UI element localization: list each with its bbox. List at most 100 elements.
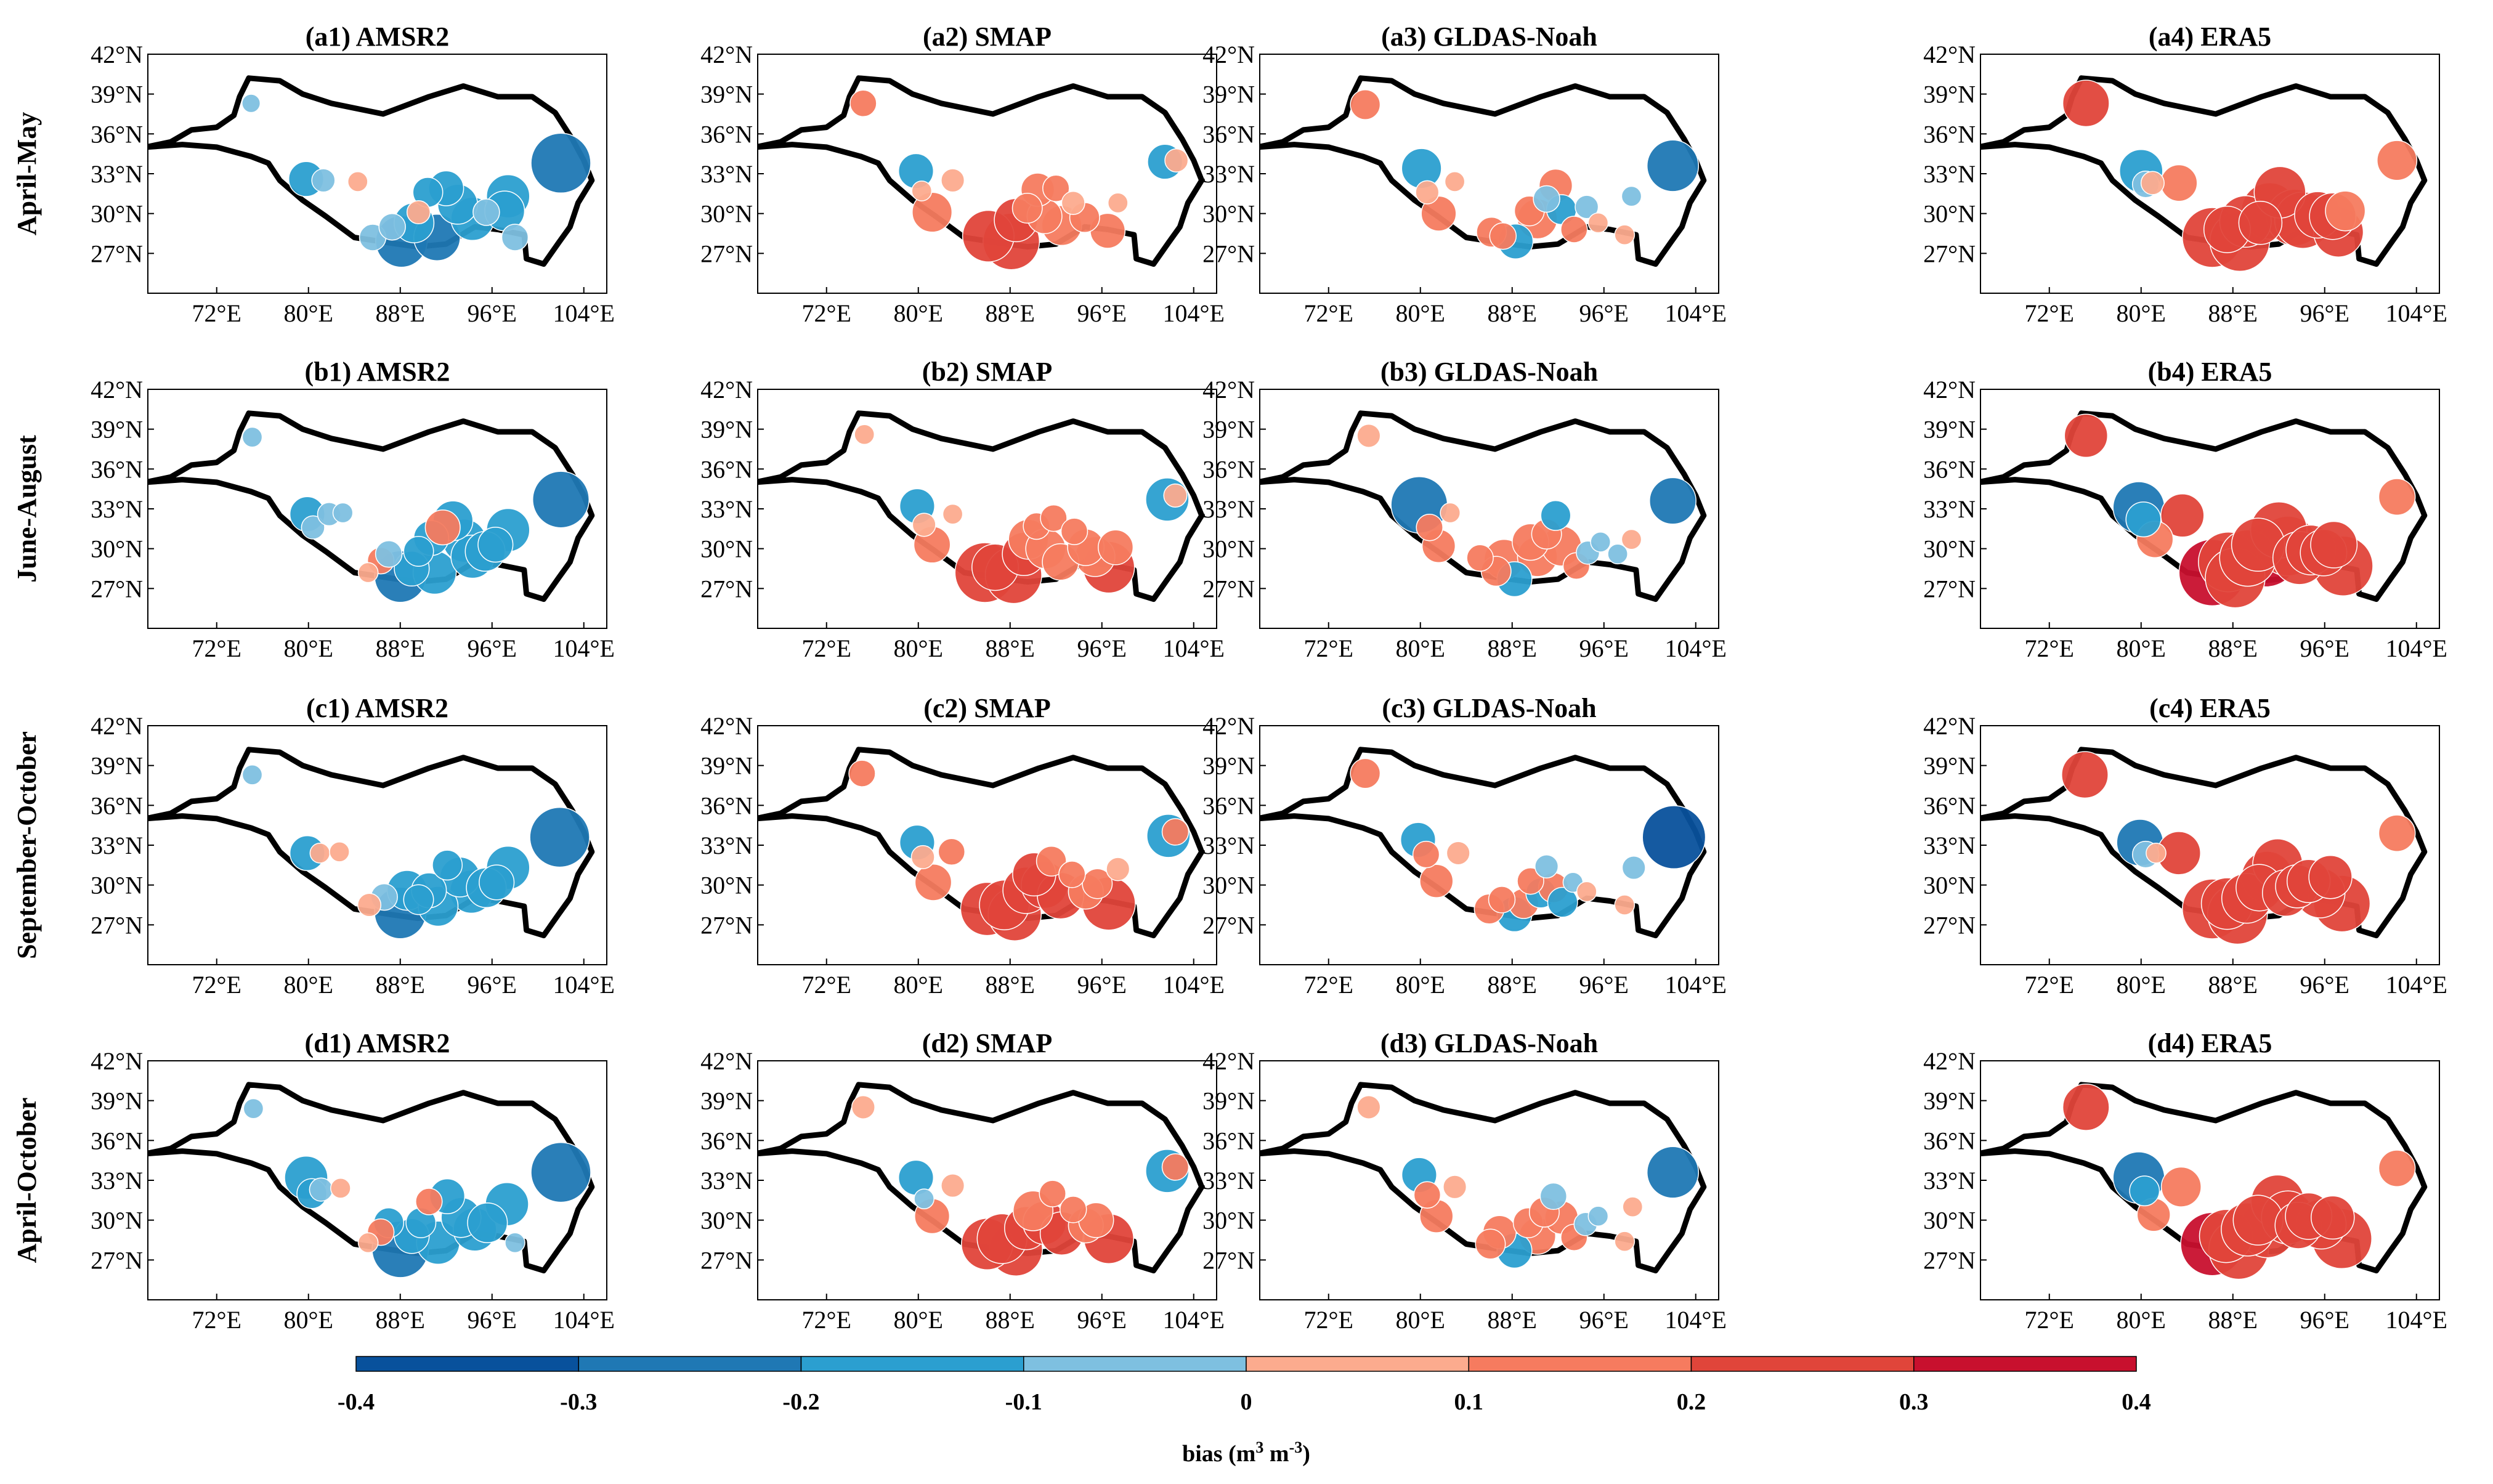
station-marker bbox=[472, 198, 500, 226]
station-marker bbox=[1475, 1228, 1506, 1260]
station-marker bbox=[1106, 857, 1130, 882]
lon-tick-label: 80°E bbox=[284, 971, 333, 999]
station-marker bbox=[1164, 148, 1189, 172]
lon-tick-label: 80°E bbox=[894, 299, 943, 327]
station-marker bbox=[2062, 79, 2110, 128]
panel-r0-c1: (a2) SMAP 42°N 39°N 36°N 33°N 30°N 27°N 72°E 80°… bbox=[700, 22, 1225, 327]
station-marker bbox=[1350, 89, 1381, 120]
lon-tick-label: 104°E bbox=[553, 971, 615, 999]
lat-tick-label: 30°N bbox=[700, 200, 753, 228]
lat-tick-label: 39°N bbox=[1923, 416, 1976, 444]
lon-tick-label: 104°E bbox=[553, 635, 615, 662]
lon-tick-label: 88°E bbox=[376, 299, 425, 327]
station-marker bbox=[910, 845, 935, 869]
lat-tick-label: 42°N bbox=[1923, 41, 1976, 68]
lon-tick-label: 96°E bbox=[1579, 635, 1629, 662]
lon-tick-label: 72°E bbox=[192, 971, 241, 999]
lat-tick-label: 42°N bbox=[1202, 376, 1255, 403]
colorbar-label-part: bias (m bbox=[1182, 1441, 1255, 1467]
station-marker bbox=[2325, 190, 2366, 232]
lat-tick-label: 27°N bbox=[91, 240, 143, 267]
lon-tick-label: 96°E bbox=[468, 1306, 517, 1334]
lat-tick-label: 36°N bbox=[91, 1127, 143, 1154]
lon-tick-label: 88°E bbox=[1488, 971, 1537, 999]
lon-tick-label: 72°E bbox=[192, 299, 241, 327]
lon-tick-label: 96°E bbox=[468, 299, 517, 327]
station-marker bbox=[309, 843, 331, 864]
panel-title: (c4) ERA5 bbox=[2149, 693, 2271, 723]
station-marker bbox=[849, 89, 877, 118]
colorbar-tick-label: 0.1 bbox=[1454, 1389, 1484, 1415]
lon-tick-label: 96°E bbox=[468, 635, 517, 662]
colorbar-segment bbox=[1690, 1356, 1915, 1372]
lon-tick-label: 72°E bbox=[802, 1306, 851, 1334]
map-content bbox=[1980, 410, 2428, 609]
lon-tick-label: 80°E bbox=[1396, 1306, 1445, 1334]
plateau-boundary bbox=[1260, 410, 1707, 602]
lat-tick-label: 33°N bbox=[1923, 160, 1976, 188]
station-marker bbox=[1356, 1095, 1381, 1119]
panel-r2-c1: (c2) SMAP 42°N 39°N 36°N 33°N 30°N 27°N 72°E 80°… bbox=[700, 693, 1225, 999]
station-marker bbox=[1646, 1146, 1700, 1199]
map-content bbox=[148, 410, 595, 603]
lat-tick-label: 42°N bbox=[1202, 1047, 1255, 1075]
station-marker bbox=[2140, 171, 2165, 195]
colorbar-tick-label: -0.3 bbox=[560, 1389, 597, 1415]
lon-tick-label: 96°E bbox=[1077, 635, 1127, 662]
station-marker bbox=[1444, 171, 1465, 192]
panel-r1-c0: (b1) AMSR2 42°N 39°N 36°N 33°N 30°N 27°N 72°E 80… bbox=[91, 357, 615, 662]
station-marker bbox=[941, 168, 965, 193]
lat-tick-label: 36°N bbox=[1202, 792, 1255, 819]
map-content bbox=[1980, 75, 2428, 272]
lon-tick-label: 104°E bbox=[1163, 971, 1225, 999]
panel-r1-c1: (b2) SMAP 42°N 39°N 36°N 33°N 30°N 27°N 72°E 80°… bbox=[700, 357, 1225, 662]
station-marker bbox=[375, 540, 403, 568]
lon-tick-label: 80°E bbox=[2117, 1306, 2166, 1334]
station-marker bbox=[1421, 195, 1457, 232]
plateau-boundary bbox=[148, 75, 595, 267]
station-marker bbox=[1440, 502, 1461, 524]
station-marker bbox=[912, 513, 936, 537]
lat-tick-label: 36°N bbox=[700, 120, 753, 148]
station-marker bbox=[378, 213, 406, 241]
station-marker bbox=[1058, 861, 1086, 888]
station-marker bbox=[1614, 1231, 1636, 1252]
station-marker bbox=[1607, 543, 1628, 565]
lon-tick-label: 88°E bbox=[1488, 1306, 1537, 1334]
lon-tick-label: 88°E bbox=[376, 635, 425, 662]
station-marker bbox=[1413, 1181, 1441, 1209]
station-marker bbox=[2146, 843, 2167, 864]
panel-title: (a4) ERA5 bbox=[2149, 22, 2271, 52]
station-marker bbox=[1161, 1153, 1190, 1181]
lon-tick-label: 80°E bbox=[1396, 971, 1445, 999]
lon-tick-label: 80°E bbox=[1396, 635, 1445, 662]
station-marker bbox=[467, 1202, 508, 1244]
station-marker bbox=[2160, 164, 2198, 202]
lat-tick-label: 39°N bbox=[1923, 752, 1976, 780]
lon-tick-label: 96°E bbox=[1579, 1306, 1629, 1334]
lat-tick-label: 36°N bbox=[1923, 1127, 1976, 1154]
lon-tick-label: 80°E bbox=[284, 635, 333, 662]
lat-tick-label: 33°N bbox=[91, 160, 143, 188]
lon-tick-label: 80°E bbox=[894, 1306, 943, 1334]
station-marker bbox=[1614, 224, 1636, 246]
lat-tick-label: 36°N bbox=[1202, 120, 1255, 148]
lon-tick-label: 104°E bbox=[2386, 1306, 2447, 1334]
station-marker bbox=[1415, 180, 1440, 205]
colorbar-tick-label: 0 bbox=[1241, 1389, 1252, 1415]
station-marker bbox=[501, 224, 529, 251]
station-marker bbox=[329, 841, 350, 862]
station-marker bbox=[1161, 818, 1190, 846]
lat-tick-label: 27°N bbox=[91, 575, 143, 602]
station-marker bbox=[1649, 477, 1696, 525]
station-marker bbox=[477, 527, 514, 563]
station-marker bbox=[1642, 805, 1706, 870]
lat-tick-label: 33°N bbox=[1202, 160, 1255, 188]
lon-tick-label: 88°E bbox=[2208, 635, 2258, 662]
station-marker bbox=[301, 515, 325, 540]
station-marker bbox=[1560, 216, 1588, 243]
colorbar-tick-label: 0.3 bbox=[1899, 1389, 1929, 1415]
colorbar-segment bbox=[355, 1356, 579, 1372]
station-marker bbox=[2378, 814, 2416, 852]
station-marker bbox=[532, 471, 590, 529]
